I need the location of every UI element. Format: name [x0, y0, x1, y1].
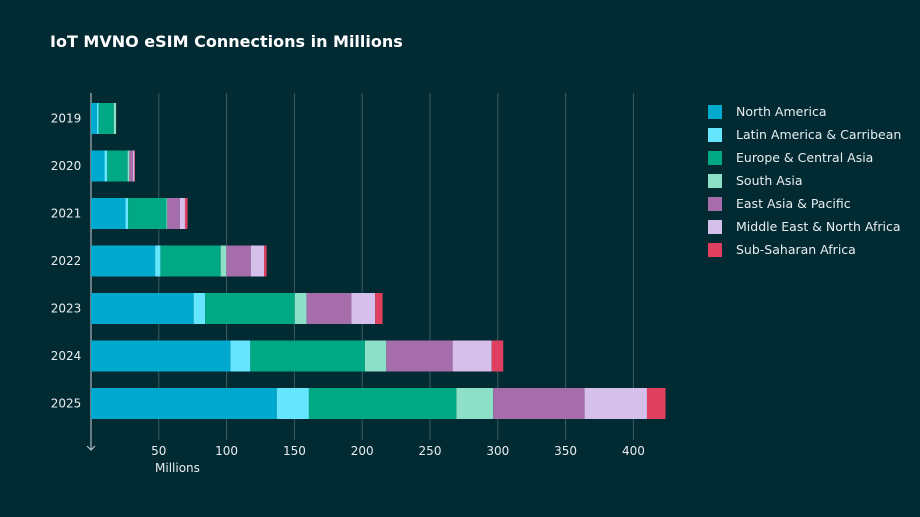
legend: North America Latin America & Carribean Eu… — [708, 100, 901, 261]
bar-segment — [220, 245, 227, 277]
legend-label: North America — [736, 104, 827, 119]
x-tick-label: 300 — [486, 444, 509, 458]
legend-label: Europe & Central Asia — [736, 150, 874, 165]
bar-segment — [646, 388, 666, 419]
x-tick-label: 400 — [622, 444, 645, 458]
legend-swatch — [708, 104, 722, 119]
bar-segment — [127, 150, 130, 182]
y-tick-label: 2024 — [51, 349, 82, 363]
bar-segment — [205, 293, 295, 324]
x-tick-label: 350 — [554, 444, 577, 458]
bar-segment — [230, 340, 251, 372]
bar-segment — [98, 103, 114, 134]
bar-segment — [91, 245, 156, 277]
x-tick-label: 200 — [351, 444, 374, 458]
chart-title: IoT MVNO eSIM Connections in Millions — [50, 32, 403, 51]
bar-segment — [133, 150, 135, 182]
bar-segment — [184, 198, 188, 229]
y-tick-label: 2020 — [51, 159, 82, 173]
legend-swatch — [708, 173, 722, 188]
legend-swatch — [708, 196, 722, 211]
bar-segment — [179, 198, 185, 229]
legend-label: East Asia & Pacific — [736, 196, 851, 211]
bar-segment — [452, 340, 492, 372]
legend-item: East Asia & Pacific — [708, 192, 901, 215]
legend-swatch — [708, 127, 722, 142]
bar-segment — [107, 150, 128, 182]
bar-segment — [160, 245, 221, 277]
x-tick-label: 250 — [419, 444, 442, 458]
bar-segment — [375, 293, 383, 324]
legend-swatch — [708, 242, 722, 257]
bar-segment — [306, 293, 352, 324]
y-tick-label: 2022 — [51, 254, 82, 268]
bar-segment — [129, 150, 134, 182]
legend-swatch — [708, 219, 722, 234]
y-tick-label: 2021 — [51, 207, 82, 221]
bar-segment — [91, 340, 231, 372]
y-tick-label: 2023 — [51, 302, 82, 316]
x-tick-label: 150 — [283, 444, 306, 458]
bar-segment — [134, 150, 135, 182]
bar-segment — [167, 198, 180, 229]
bar-segment — [491, 340, 504, 372]
bar-segment — [91, 150, 105, 182]
bar-segment — [351, 293, 376, 324]
legend-item: Sub-Saharan Africa — [708, 238, 901, 261]
y-tick-label: 2025 — [51, 397, 82, 411]
y-tick-label: 2019 — [51, 112, 82, 126]
bar-segment — [226, 245, 251, 277]
bar-segment — [96, 103, 99, 134]
legend-label: Sub-Saharan Africa — [736, 242, 856, 257]
bar-segment — [264, 245, 267, 277]
legend-label: Latin America & Carribean — [736, 127, 902, 142]
bar-segment — [250, 245, 265, 277]
bar-segment — [155, 245, 161, 277]
bar-segment — [91, 103, 97, 134]
legend-item: Latin America & Carribean — [708, 123, 901, 146]
bar-segment — [493, 388, 585, 419]
bar-segment — [276, 388, 309, 419]
bar-segment — [125, 198, 129, 229]
legend-item: North America — [708, 100, 901, 123]
bar-segment — [91, 388, 277, 419]
x-tick-label: 50 — [151, 444, 166, 458]
x-axis-label: Millions — [155, 461, 200, 475]
bar-segment — [128, 198, 167, 229]
bar-segment — [113, 103, 117, 134]
axis-arrow-icon — [86, 445, 96, 451]
x-tick-label: 100 — [215, 444, 238, 458]
bar-segment — [584, 388, 647, 419]
bar-segment — [91, 293, 194, 324]
bar-segment — [91, 198, 126, 229]
bar-segment — [166, 198, 168, 229]
legend-item: Europe & Central Asia — [708, 146, 901, 169]
bar-segment — [294, 293, 307, 324]
bar-segment — [456, 388, 494, 419]
bar-segment — [364, 340, 387, 372]
bar-segment — [104, 150, 108, 182]
legend-swatch — [708, 150, 722, 165]
legend-label: Middle East & North Africa — [736, 219, 901, 234]
bar-segment — [193, 293, 206, 324]
legend-label: South Asia — [736, 173, 803, 188]
legend-item: South Asia — [708, 169, 901, 192]
legend-item: Middle East & North Africa — [708, 215, 901, 238]
bar-segment — [308, 388, 457, 419]
bar-segment — [250, 340, 365, 372]
bar-segment — [386, 340, 453, 372]
